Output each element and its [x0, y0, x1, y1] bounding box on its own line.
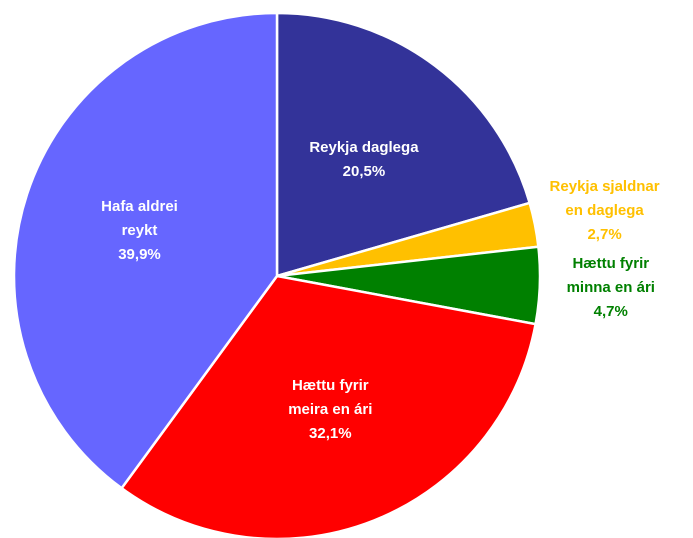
- pie-slice: [275, 11, 532, 278]
- category-label: Hættu fyrir meira en ári: [288, 377, 373, 419]
- pie-slice: [12, 11, 279, 490]
- slice-label: Reykja daglega 20,5%: [308, 136, 420, 184]
- slice-label: Hafa aldrei reykt 39,9%: [84, 195, 196, 267]
- category-label: Hættu fyrir minna en ári: [566, 255, 655, 297]
- category-label: Hafa aldrei reykt: [101, 198, 178, 240]
- value-label: 4,7%: [593, 303, 628, 321]
- slice-label: Reykja sjaldnar en daglega 2,7%: [549, 175, 661, 247]
- pie-slice: [119, 274, 538, 538]
- value-label: 20,5%: [342, 163, 386, 181]
- category-label: Reykja sjaldnar en daglega: [549, 177, 660, 219]
- value-label: 2,7%: [587, 225, 622, 243]
- value-label: 39,9%: [118, 246, 161, 264]
- slice-label: Hættu fyrir minna en ári 4,7%: [555, 252, 667, 324]
- value-label: 32,1%: [309, 425, 352, 443]
- slice-label: Hættu fyrir meira en ári 32,1%: [274, 374, 386, 446]
- category-label: Reykja daglega: [309, 139, 419, 157]
